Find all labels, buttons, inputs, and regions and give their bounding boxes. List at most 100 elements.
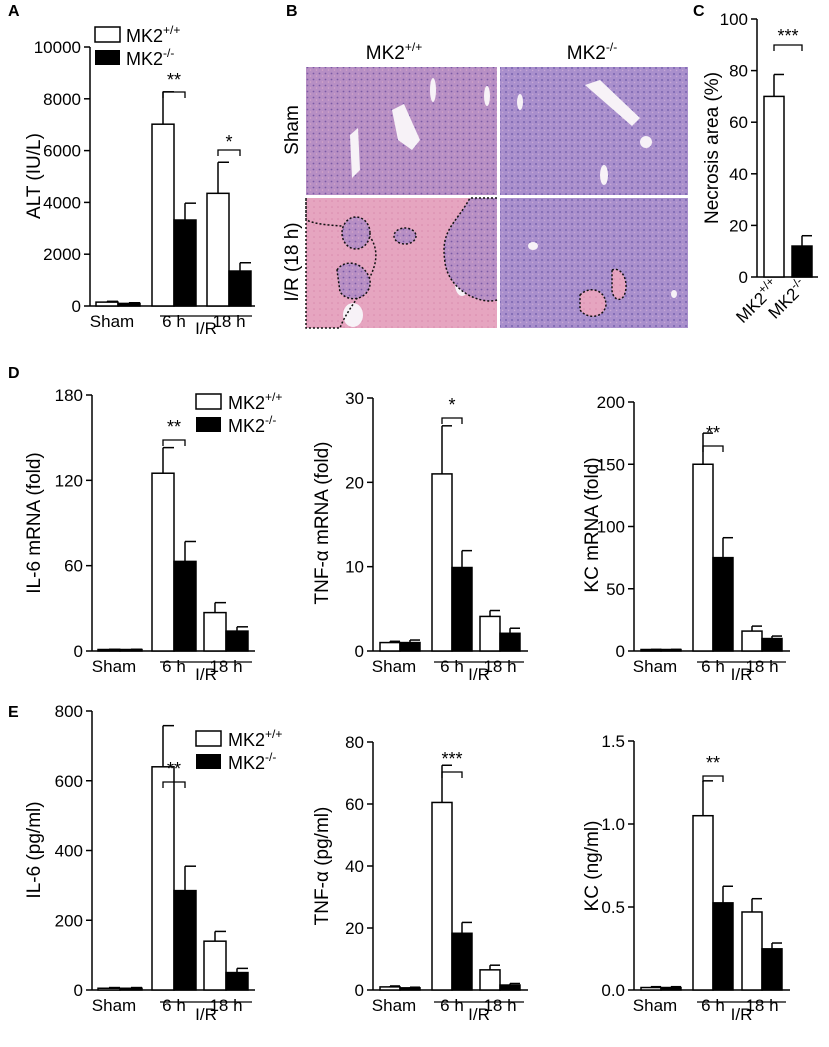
- group-label: I/R: [468, 1005, 490, 1024]
- y-tick-label: 2000: [43, 245, 81, 264]
- significance-label: **: [167, 417, 181, 437]
- legend-d: MK2+/+ MK2-/-: [195, 390, 282, 436]
- x-tick-label: 6 h: [162, 657, 186, 676]
- legend-swatch-wt: [94, 26, 121, 43]
- bar: [173, 560, 197, 652]
- y-axis-label: KC mRNA (fold): [582, 457, 603, 592]
- bar: [431, 473, 453, 652]
- group-label: I/R: [195, 665, 217, 684]
- x-tick-label: 18 h: [212, 312, 245, 331]
- x-tick-label: Sham: [92, 657, 136, 676]
- x-tick-label: 6 h: [440, 657, 464, 676]
- bar: [431, 801, 453, 991]
- legend-swatch-ko: [196, 417, 221, 432]
- y-tick-label: 0: [74, 981, 83, 1000]
- bar: [151, 766, 175, 991]
- y-tick-label: 80: [729, 62, 748, 81]
- x-tick-label: Sham: [90, 312, 134, 331]
- y-tick-label: 120: [55, 471, 83, 490]
- y-axis-label: TNF-α (pg/ml): [312, 807, 333, 926]
- bar: [761, 948, 783, 991]
- y-tick-label: 20: [729, 216, 748, 235]
- group-label: I/R: [468, 665, 490, 684]
- y-tick-label: 4000: [43, 193, 81, 212]
- x-tick-label: 18 h: [745, 996, 778, 1015]
- bar: [499, 984, 521, 991]
- bar: [225, 630, 249, 652]
- legend-label-wt: MK2+/+: [228, 727, 282, 750]
- bar: [228, 270, 252, 307]
- legend-label-ko: MK2-/-: [228, 413, 276, 436]
- y-tick-label: 100: [720, 10, 748, 29]
- y-tick-label: 60: [729, 113, 748, 132]
- legend-swatch-ko: [196, 754, 221, 769]
- bar: [741, 630, 763, 652]
- y-tick-label: 40: [345, 857, 364, 876]
- y-axis-label: TNF-α mRNA (fold): [312, 442, 333, 605]
- bar: [791, 245, 813, 278]
- legend-a: MK2+/+ MK2-/-: [94, 23, 180, 69]
- legend-label-wt: MK2+/+: [126, 23, 180, 46]
- bar: [479, 969, 501, 991]
- histology-row-label-sham: Sham: [282, 105, 303, 155]
- bar: [712, 902, 734, 991]
- y-tick-label: 60: [345, 795, 364, 814]
- histology-row-label-ir: I/R (18 h): [282, 222, 303, 301]
- bar: [399, 987, 421, 991]
- panel-label-d: D: [8, 365, 20, 382]
- bar: [225, 971, 249, 991]
- y-axis-label: Necrosis area (%): [702, 72, 723, 224]
- significance-bracket: [162, 91, 186, 98]
- significance-label: ***: [777, 26, 798, 46]
- bar: [479, 615, 501, 652]
- significance-bracket: [441, 771, 463, 778]
- histology-col-label-ko: MK2-/-: [567, 40, 617, 64]
- significance-label: **: [167, 70, 181, 90]
- y-axis-label: IL-6 mRNA (fold): [24, 452, 45, 593]
- y-tick-label: 80: [345, 733, 364, 752]
- x-tick-label: Sham: [372, 657, 416, 676]
- x-tick-label: 6 h: [701, 996, 725, 1015]
- y-tick-label: 600: [55, 772, 83, 791]
- bar: [712, 556, 734, 652]
- significance-label: *: [448, 395, 455, 415]
- y-tick-label: 0: [616, 642, 625, 661]
- bar: [173, 889, 197, 991]
- y-tick-label: 0: [72, 297, 81, 316]
- group-label: I/R: [195, 1005, 217, 1024]
- y-tick-label: 8000: [43, 90, 81, 109]
- bar: [173, 219, 197, 307]
- panel-label-e: E: [8, 704, 19, 721]
- bar: [761, 637, 783, 652]
- significance-label: **: [706, 753, 720, 773]
- y-tick-label: 150: [597, 455, 625, 474]
- x-tick-label: 6 h: [162, 312, 186, 331]
- significance-label: *: [225, 132, 232, 152]
- x-tick-label: Sham: [633, 996, 677, 1015]
- y-tick-label: 20: [345, 473, 364, 492]
- y-axis-label: KC (ng/ml): [582, 821, 603, 912]
- y-tick-label: 100: [597, 518, 625, 537]
- bar: [117, 302, 141, 307]
- y-tick-label: 0.5: [601, 898, 625, 917]
- chart-a: 0 2000 4000 6000 8000 10000 ALT (IU/L) Sham 6 h 1…: [24, 38, 255, 338]
- panel-label-b: B: [286, 3, 298, 20]
- bar: [692, 814, 714, 991]
- y-tick-label: 10000: [34, 38, 81, 57]
- bar: [206, 192, 230, 307]
- panel-label-c: C: [693, 3, 705, 20]
- y-tick-label: 10: [345, 558, 364, 577]
- chart-e1: 0 200 400 600 800 IL-6 (pg/ml) Sham 6 h 18 hI/R *…: [24, 702, 255, 1024]
- y-tick-label: 0: [74, 642, 83, 661]
- significance-label: ***: [441, 749, 462, 769]
- chart-e3: 0.0 0.5 1.0 1.5 KC (ng/ml) Sham 6 h 18 hI/R **: [582, 732, 790, 1024]
- necrosis-outline: [305, 197, 627, 329]
- y-tick-label: 20: [345, 919, 364, 938]
- bar: [660, 986, 682, 991]
- legend-e: MK2+/+ MK2-/-: [195, 727, 282, 773]
